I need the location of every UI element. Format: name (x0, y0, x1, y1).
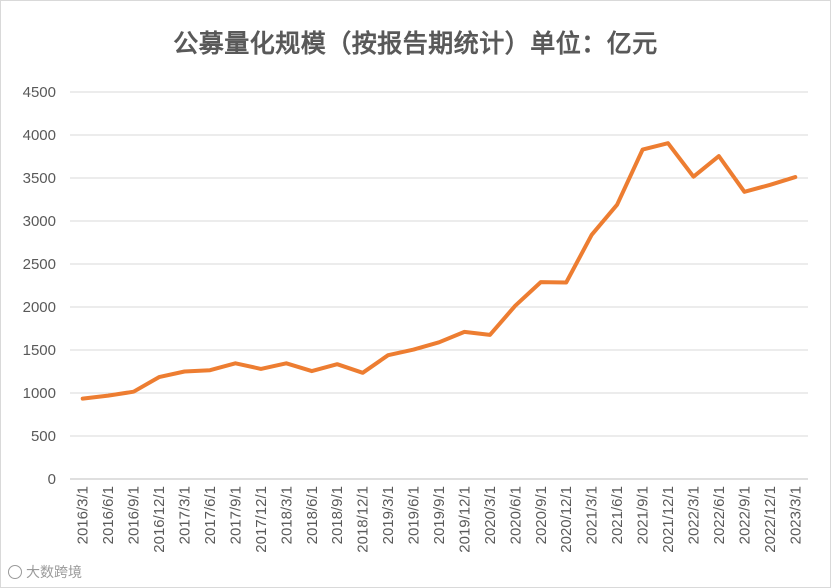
x-tick-label: 2021/3/1 (584, 486, 601, 544)
x-tick-label: 2021/12/1 (660, 486, 677, 553)
x-tick-label: 2016/12/1 (151, 486, 168, 553)
y-tick-label: 1000 (23, 385, 56, 402)
x-tick-label: 2022/12/1 (762, 486, 779, 553)
x-tick-label: 2017/9/1 (227, 486, 244, 544)
x-tick-label: 2017/6/1 (202, 486, 219, 544)
x-tick-label: 2018/9/1 (329, 486, 346, 544)
series-line (80, 141, 798, 401)
x-tick-label: 2016/6/1 (100, 486, 117, 544)
x-tick-label: 2019/12/1 (456, 486, 473, 553)
x-tick-label: 2018/12/1 (355, 486, 372, 553)
x-tick-label: 2020/12/1 (558, 486, 575, 553)
x-tick-label: 2022/6/1 (711, 486, 728, 544)
x-axis-ticks: 2016/3/1 2016/6/1 2016/9/1 2016/12/1 2017/3/… (75, 486, 805, 553)
x-tick-label: 2019/6/1 (406, 486, 423, 544)
x-tick-label: 2020/6/1 (507, 486, 524, 544)
x-tick-label: 2022/9/1 (736, 486, 753, 544)
y-axis-ticks: 0 500 1000 1500 2000 2500 3000 3500 4000 4500 (23, 84, 56, 488)
y-tick-label: 3000 (23, 213, 56, 230)
x-tick-label: 2017/3/1 (177, 486, 194, 544)
y-tick-label: 4500 (23, 84, 56, 101)
y-tick-label: 2000 (23, 299, 56, 316)
brand-logo-icon (8, 565, 22, 579)
x-tick-label: 2018/6/1 (304, 486, 321, 544)
y-tick-label: 2500 (23, 256, 56, 273)
watermark-text: 大数跨境 (26, 565, 82, 581)
x-tick-label: 2016/3/1 (75, 486, 92, 544)
x-tick-label: 2020/3/1 (482, 486, 499, 544)
x-tick-label: 2018/3/1 (278, 486, 295, 544)
y-tick-label: 500 (31, 428, 56, 445)
series-group (80, 141, 798, 401)
x-tick-label: 2021/6/1 (609, 486, 626, 544)
gridlines (70, 91, 808, 480)
y-tick-label: 1500 (23, 342, 56, 359)
x-tick-label: 2023/3/1 (787, 486, 804, 544)
x-tick-label: 2022/3/1 (685, 486, 702, 544)
y-tick-label: 4000 (23, 127, 56, 144)
x-tick-label: 2019/3/1 (380, 486, 397, 544)
x-tick-label: 2017/12/1 (253, 486, 270, 553)
watermark: 大数跨境 (8, 562, 82, 582)
y-tick-label: 0 (48, 471, 56, 488)
y-tick-label: 3500 (23, 170, 56, 187)
x-tick-label: 2019/9/1 (431, 486, 448, 544)
x-tick-label: 2020/9/1 (533, 486, 550, 544)
x-tick-label: 2016/9/1 (126, 486, 143, 544)
chart-title: 公募量化规模（按报告期统计）单位：亿元 (173, 29, 658, 58)
x-tick-label: 2021/9/1 (635, 486, 652, 544)
